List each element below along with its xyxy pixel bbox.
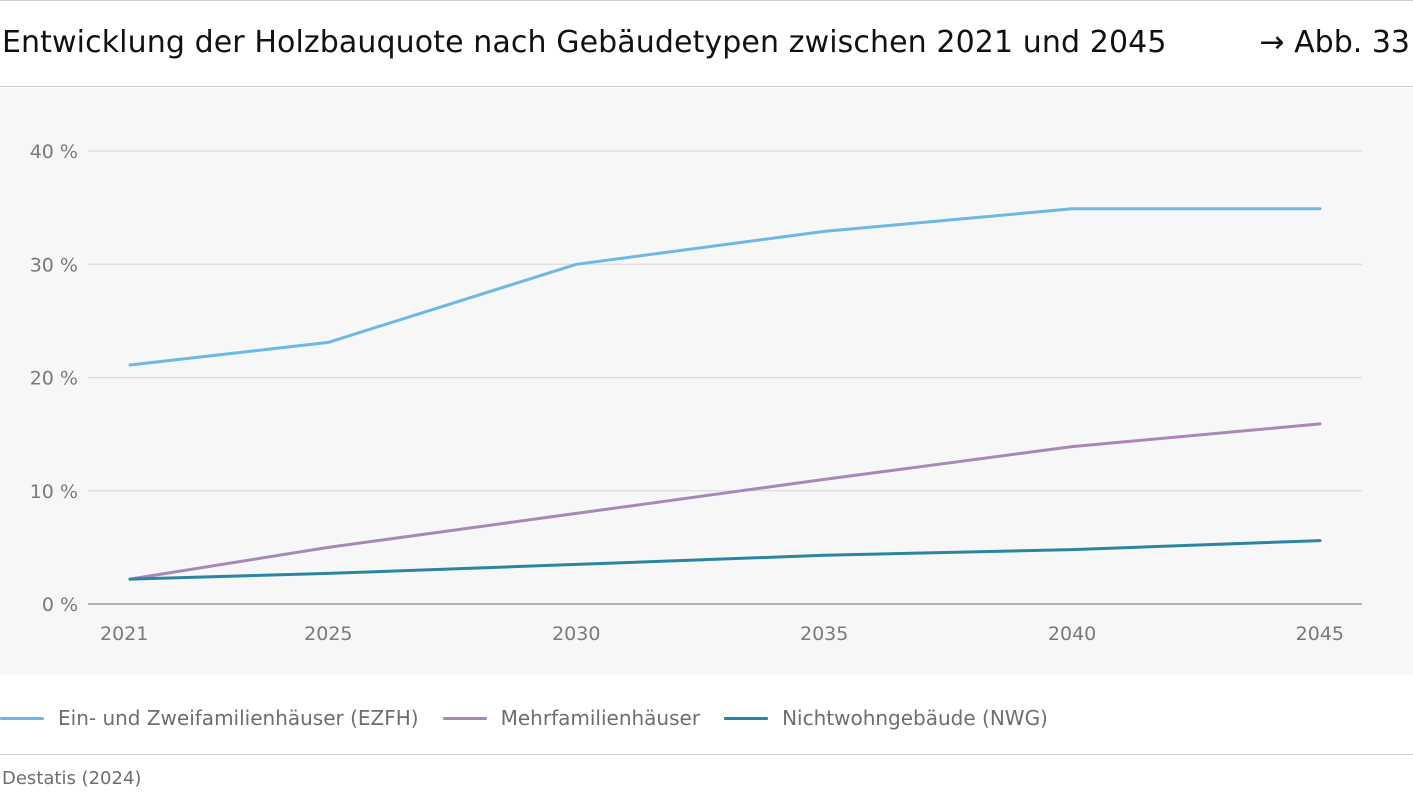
x-tick-label: 2030 (552, 623, 600, 645)
series-lines (128, 207, 1322, 581)
x-tick-label: 2021 (100, 623, 148, 645)
y-axis-tick-labels: 0 % 10 % 20 % 30 % 40 % (30, 141, 78, 616)
y-tick-label: 40 % (30, 141, 78, 163)
x-tick-label: 2045 (1296, 623, 1344, 645)
series-line-2 (128, 422, 1322, 581)
chart-legend: Ein- und Zweifamilienhäuser (EZFH) Mehrfa… (0, 700, 1413, 736)
source-note: Destatis (2024) (2, 768, 142, 789)
legend-item-1: Ein- und Zweifamilienhäuser (EZFH) (0, 706, 419, 730)
chart-header: Entwicklung der Holzbauquote nach Gebäud… (0, 1, 1413, 87)
grid-lines (88, 150, 1362, 605)
legend-label: Ein- und Zweifamilienhäuser (EZFH) (58, 706, 419, 730)
legend-label: Mehrfamilienhäuser (500, 706, 701, 730)
series-line-1 (128, 207, 1322, 367)
legend-item-3: Nichtwohngebäude (NWG) (724, 706, 1048, 730)
series-line-3 (128, 539, 1322, 581)
y-tick-label: 10 % (30, 481, 78, 503)
legend-label: Nichtwohngebäude (NWG) (782, 706, 1048, 730)
chart-title: Entwicklung der Holzbauquote nach Gebäud… (2, 25, 1167, 60)
y-tick-label: 0 % (42, 594, 78, 616)
y-tick-label: 30 % (30, 254, 78, 276)
legend-swatch (0, 716, 44, 720)
line-chart: 0 % 10 % 20 % 30 % 40 % 2021 2025 2030 2035 2040… (30, 141, 1362, 645)
legend-swatch (442, 716, 487, 720)
top-rule (0, 0, 1413, 1)
legend-swatch (724, 716, 769, 720)
x-tick-label: 2040 (1048, 623, 1096, 645)
x-tick-label: 2025 (304, 623, 352, 645)
x-axis-tick-labels: 2021 2025 2030 2035 2040 2045 (100, 623, 1344, 645)
x-tick-label: 2035 (800, 623, 848, 645)
legend-item-2: Mehrfamilienhäuser (442, 706, 701, 730)
plot-area: 0 % 10 % 20 % 30 % 40 % 2021 2025 2030 2035 2040… (0, 88, 1413, 675)
footer-rule (0, 754, 1413, 755)
y-tick-label: 20 % (30, 368, 78, 390)
figure-reference-link[interactable]: → Abb. 33 (1259, 25, 1410, 60)
